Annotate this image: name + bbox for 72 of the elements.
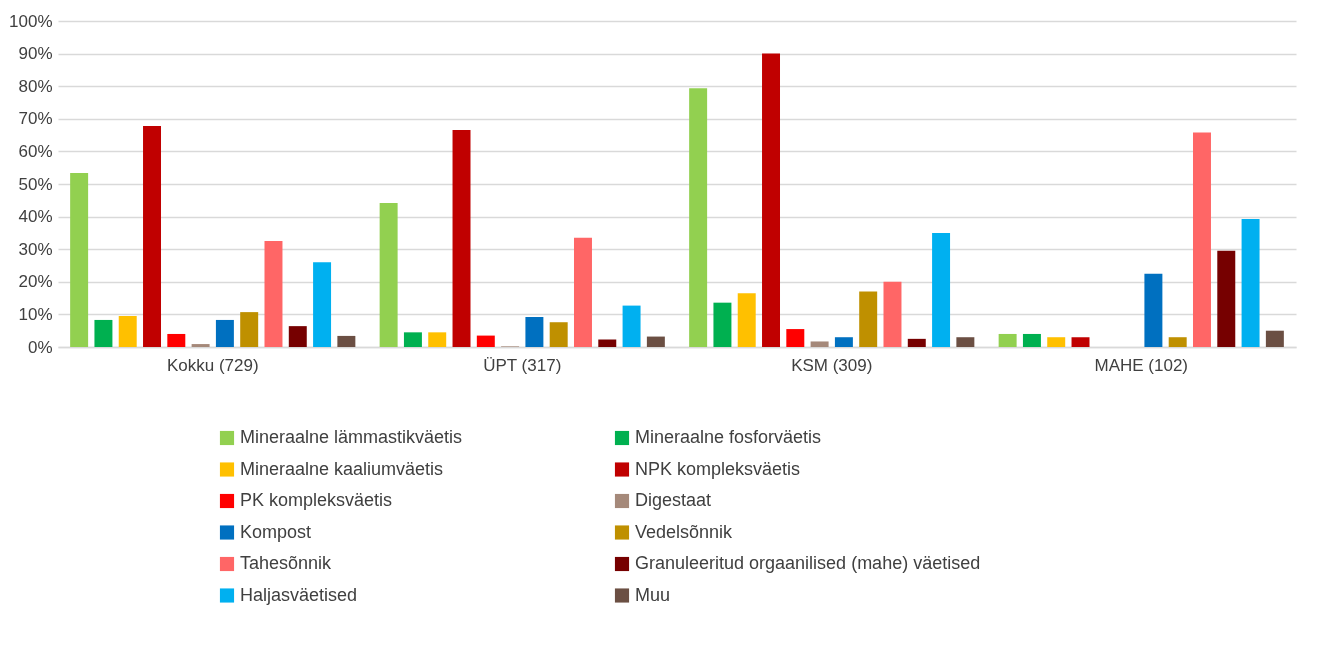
- y-tick-label: 50%: [18, 174, 53, 194]
- bar: [191, 344, 210, 347]
- legend-label: Haljasväetised: [240, 584, 358, 605]
- bar: [476, 335, 495, 347]
- legend-label: Mineraalne lämmastikväetis: [240, 427, 463, 447]
- bar: [337, 335, 356, 347]
- y-tick-label: 30%: [18, 239, 53, 259]
- bar: [1168, 337, 1187, 347]
- bar: [118, 316, 137, 347]
- bar: [1144, 273, 1163, 347]
- legend-label: PK kompleksväetis: [240, 490, 393, 510]
- bar: [240, 312, 259, 347]
- bar: [689, 88, 708, 347]
- bar: [525, 317, 544, 347]
- bar: [932, 232, 951, 347]
- y-tick-label: 40%: [18, 207, 53, 227]
- bar: [713, 302, 732, 347]
- bar: [428, 332, 447, 347]
- bar: [1047, 337, 1066, 347]
- y-tick-label: 0%: [27, 337, 53, 357]
- legend-label: Vedelsõnnik: [635, 521, 734, 542]
- bar: [646, 336, 665, 347]
- bar: [549, 322, 568, 347]
- bar: [574, 237, 592, 347]
- y-tick-label: 20%: [18, 272, 53, 292]
- bar: [143, 125, 161, 347]
- bar: [622, 305, 641, 347]
- bar: [956, 337, 975, 347]
- bar: [70, 172, 89, 347]
- y-tick-label: 100%: [9, 11, 53, 31]
- bar: [737, 293, 756, 347]
- legend-label: Digestaat: [635, 490, 712, 510]
- bar: [1022, 333, 1041, 347]
- bar: [786, 329, 805, 347]
- bar: [403, 332, 422, 347]
- bar: [452, 129, 471, 347]
- bar: [1193, 132, 1211, 347]
- y-tick-label: 90%: [18, 44, 53, 64]
- bar: [810, 341, 829, 347]
- bar: [167, 333, 186, 347]
- bar: [94, 319, 113, 347]
- bar: [215, 319, 234, 347]
- y-tick-label: 60%: [18, 141, 53, 161]
- bar: [1265, 330, 1284, 347]
- y-tick-label: 70%: [18, 109, 53, 129]
- legend-label: NPK kompleksväetis: [635, 458, 801, 479]
- legend-label: Mineraalne fosforväetis: [635, 427, 822, 447]
- bar: [288, 326, 307, 347]
- x-tick-label: KSM (309): [791, 355, 873, 375]
- bar: [264, 241, 283, 347]
- bar: [1217, 250, 1236, 347]
- bar: [859, 291, 878, 347]
- legend-label: Tahesõnnik: [240, 553, 333, 573]
- x-tick-label: ÜPT (317): [483, 355, 562, 375]
- x-tick-label: MAHE (102): [1094, 355, 1189, 375]
- bar: [907, 338, 926, 347]
- bar: [834, 337, 853, 347]
- x-tick-label: Kokku (729): [166, 355, 259, 375]
- legend-label: Kompost: [240, 521, 312, 542]
- bar: [883, 281, 902, 347]
- bar: [762, 53, 780, 347]
- bar: [313, 262, 332, 347]
- y-tick-label: 10%: [18, 304, 53, 324]
- bar: [598, 339, 617, 347]
- bar: [998, 333, 1017, 347]
- y-tick-label: 80%: [18, 76, 53, 96]
- bar: [1241, 218, 1260, 347]
- legend-label: Granuleeritud orgaanilised (mahe) väetised: [635, 553, 981, 573]
- legend-label: Muu: [635, 584, 671, 605]
- bar: [1071, 337, 1090, 347]
- legend-label: Mineraalne kaaliumväetis: [240, 458, 444, 479]
- bar: [379, 202, 398, 347]
